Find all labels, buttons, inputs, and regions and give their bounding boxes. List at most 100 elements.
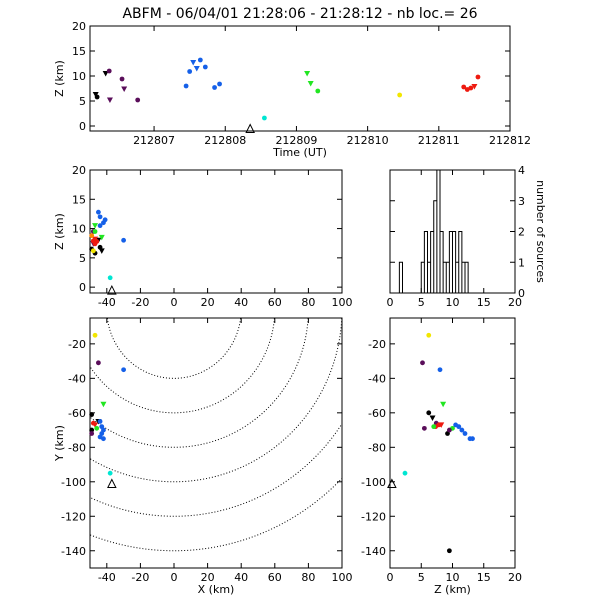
source-point <box>193 66 200 72</box>
source-point <box>121 237 126 243</box>
x-axis-label: X (km) <box>198 583 235 596</box>
source-point <box>97 434 103 440</box>
x-tick-label: 212808 <box>204 134 246 147</box>
y-tick-label: -120 <box>361 510 386 523</box>
x-tick-label: 20 <box>508 296 522 309</box>
source-point <box>461 84 467 90</box>
source-point <box>107 470 113 476</box>
source-point <box>437 367 443 373</box>
x-axis-label: Z (km) <box>434 583 471 596</box>
source-point <box>121 86 128 92</box>
source-point <box>92 332 98 338</box>
xy_panel: -40 -20 0 20 40 60 80 100 -20 -40 -60 -80 -100 -120 -1… <box>53 317 353 596</box>
x-tick-label: 212809 <box>275 134 317 147</box>
x-tick-label: 5 <box>418 571 425 584</box>
source-point <box>190 60 197 66</box>
x-tick-label: 10 <box>446 296 460 309</box>
time_panel-frame <box>89 25 511 132</box>
source-point <box>475 74 481 80</box>
y-tick-label: 15 <box>72 45 86 58</box>
range-circle <box>90 318 342 483</box>
source-point <box>456 424 462 430</box>
source-point <box>462 431 468 436</box>
histogram-step <box>390 169 515 294</box>
source-point <box>97 214 103 220</box>
xz_panel: -40 -20 0 20 40 60 80 100 0 5 10 15 20 Z (km) <box>53 164 353 309</box>
source-point <box>96 360 101 366</box>
y-tick-label: 10 <box>72 223 86 236</box>
y-tick-label: -40 <box>368 372 386 385</box>
source-point <box>471 84 478 90</box>
source-point <box>135 97 141 103</box>
source-point <box>92 236 99 243</box>
x-tick-label: 0 <box>171 571 178 584</box>
source-point <box>106 97 113 103</box>
x-tick-label: 80 <box>301 571 315 584</box>
y-tick-label: -100 <box>361 476 386 489</box>
xz_panel-frame <box>89 169 343 294</box>
y-tick-label: 2 <box>518 226 525 239</box>
source-point <box>440 401 447 408</box>
source-point <box>119 76 125 82</box>
range-circle <box>90 318 309 448</box>
source-point <box>459 427 465 433</box>
y-tick-label: 3 <box>518 195 525 208</box>
source-point <box>262 115 267 121</box>
source-point <box>429 415 436 421</box>
source-point <box>212 85 217 90</box>
y-axis-label: Y (km) <box>53 425 66 462</box>
source-point <box>90 248 96 254</box>
source-point <box>197 57 203 63</box>
x-tick-label: 10 <box>446 571 460 584</box>
source-point <box>94 425 100 431</box>
source-point <box>100 401 107 408</box>
source-point <box>98 248 105 254</box>
x-tick-label: 80 <box>301 296 315 309</box>
source-point <box>426 332 432 338</box>
x-tick-label: -20 <box>131 571 149 584</box>
source-point <box>92 92 99 98</box>
station-marker <box>107 284 117 295</box>
y-tick-label: 5 <box>79 95 86 108</box>
y-tick-label: -140 <box>61 545 86 558</box>
source-point <box>431 424 437 430</box>
source-point <box>92 229 98 234</box>
x-tick-label: 212811 <box>418 134 460 147</box>
x-tick-label: 0 <box>387 296 394 309</box>
y-tick-label: -80 <box>368 441 386 454</box>
y-tick-label: 0 <box>79 120 86 133</box>
source-point <box>97 223 103 229</box>
source-point <box>420 360 425 366</box>
y-tick-label: -80 <box>68 441 86 454</box>
source-point <box>102 217 108 223</box>
y-tick-label: 10 <box>72 70 86 83</box>
source-point <box>426 410 432 416</box>
y-axis-label: Z (km) <box>53 213 66 250</box>
source-point <box>304 71 311 77</box>
x-tick-label: -20 <box>131 296 149 309</box>
y-tick-label: 4 <box>518 164 525 177</box>
y-tick-label: 15 <box>72 193 86 206</box>
x-tick-label: 40 <box>234 571 248 584</box>
source-point <box>202 64 208 70</box>
x-tick-label: -40 <box>98 296 116 309</box>
source-point <box>98 234 105 241</box>
range-circles <box>90 318 342 552</box>
source-point <box>217 81 222 87</box>
source-point <box>89 412 95 417</box>
y-axis-label: Z (km) <box>53 60 66 97</box>
source-point <box>446 427 452 433</box>
x-axis-label: Time (UT) <box>272 146 327 159</box>
x-tick-label: 0 <box>387 571 394 584</box>
source-point <box>183 83 189 89</box>
source-point <box>89 427 95 433</box>
x-tick-label: 40 <box>234 296 248 309</box>
source-point <box>92 223 99 229</box>
source-point <box>121 367 126 373</box>
source-point <box>89 431 95 436</box>
source-point <box>315 88 321 94</box>
y-tick-label: 0 <box>79 281 86 294</box>
source-point <box>446 548 452 554</box>
time_panel: 212807 212808 212809 212810 212811 212812 0 5 10… <box>53 20 531 159</box>
